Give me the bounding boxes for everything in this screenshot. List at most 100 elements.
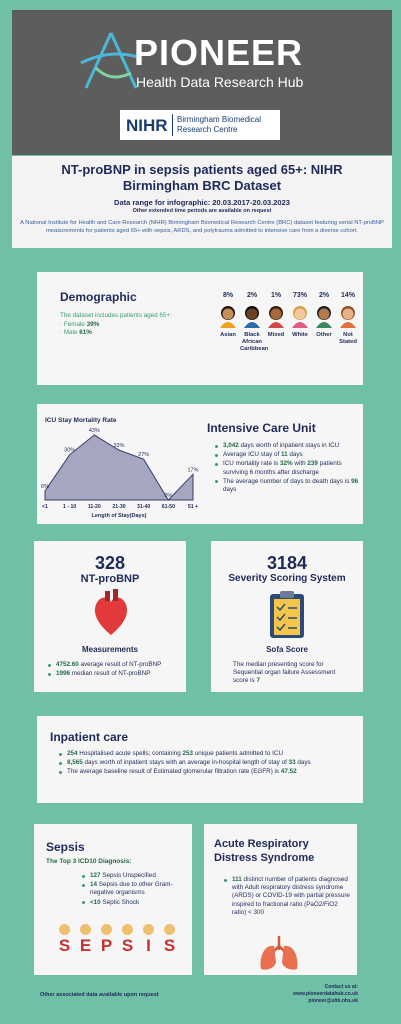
sex-list: · Female 39% · Male 61% <box>60 321 99 337</box>
percent: 2% <box>246 292 258 299</box>
icon-dot <box>122 924 133 935</box>
face <box>318 308 330 320</box>
severity-text: The median presenting score for Sequenti… <box>233 661 348 686</box>
person-icon <box>316 306 332 328</box>
percent: 73% <box>292 292 307 299</box>
sex-item: · Male 61% <box>60 329 99 337</box>
person-icon <box>292 306 308 328</box>
partner-box: NIHR Birmingham Biomedical Research Cent… <box>120 110 280 140</box>
x-tick-label: 61-50 <box>162 504 175 510</box>
contact: Contact us at: www.pioneerdatahub.co.uk … <box>250 984 358 1005</box>
area <box>44 434 194 501</box>
demographic-intro: The dataset includes patients aged 65+: <box>60 312 172 319</box>
highlight: 8,565 <box>67 759 83 767</box>
highlight: 14 <box>90 881 98 889</box>
label: White <box>292 332 308 338</box>
body <box>268 322 284 328</box>
highlight: 1996 <box>56 670 71 678</box>
value-label: 30% <box>64 448 75 454</box>
text: ICU mortality rate is <box>223 460 281 468</box>
body <box>340 322 356 328</box>
count: 3184 <box>266 553 308 573</box>
bullet: <10 Septic Shock <box>82 898 186 907</box>
letter: S <box>121 936 134 955</box>
website: www.pioneerdatahub.co.uk <box>293 991 358 997</box>
text: · Female <box>60 321 87 328</box>
bullet: ICU mortality rate is 32% with 239 patie… <box>215 460 359 476</box>
brand: PIONEER <box>134 32 304 73</box>
heart-icon <box>94 589 128 635</box>
label: Mixed <box>267 332 285 338</box>
icon-dot <box>80 924 91 935</box>
person-icon <box>244 306 260 328</box>
partner-short: NIHR <box>126 116 168 135</box>
person-icon <box>268 306 284 328</box>
text: The average number of days to death days… <box>223 477 352 485</box>
text: The average baseline result of Estimated… <box>67 768 281 776</box>
sex-item: · Female 39% <box>60 321 99 329</box>
x-tick-label: 11-20 <box>88 504 101 510</box>
letter: S <box>58 936 71 955</box>
ntprobnp-bullets: 4752.60 average result of NT-proBNP 1996 … <box>42 661 182 679</box>
highlight: 11 <box>280 451 288 459</box>
highlight: 3,042 <box>223 442 239 449</box>
text: patients surviving 6 months after discha… <box>223 460 342 476</box>
body <box>220 322 236 328</box>
subtitle: Sofa Score <box>266 645 308 654</box>
section-title: Inpatient care <box>50 730 129 744</box>
icon-dot <box>59 924 70 935</box>
text: Hospitalised acute spells; containing <box>77 750 183 757</box>
description: A National Institute for Health and Care… <box>20 220 384 234</box>
face <box>246 308 258 320</box>
face <box>270 308 282 320</box>
count: 328 <box>94 553 126 573</box>
highlight: 32% <box>280 460 293 468</box>
x-tick-label: 51 + <box>188 504 198 510</box>
inpatient-card: Inpatient care 254 Hospitalised acute sp… <box>37 716 363 803</box>
label: Black African Caribbean <box>240 332 269 352</box>
value-label: 43% <box>89 428 100 434</box>
text: The median presenting score for Sequenti… <box>233 661 336 685</box>
person-icon <box>340 306 356 328</box>
logo-icon <box>80 32 142 89</box>
highlight: 254 <box>67 750 78 757</box>
highlight: 33 <box>288 759 296 767</box>
text: days <box>223 486 237 494</box>
x-tick-label: 21-30 <box>112 504 125 510</box>
value-label: 0% <box>164 493 172 499</box>
bullet: The average baseline result of Estimated… <box>59 768 353 776</box>
x-tick-label: 1 - 10 <box>63 504 76 510</box>
mortality-chart: ICU Stay Mortality Rate 6% <1 30% 1 - 10 43% 1… <box>41 417 199 519</box>
section-title: Severity Scoring System <box>228 573 346 584</box>
contact-label: Contact us at: <box>324 984 358 990</box>
person-icon <box>220 306 236 328</box>
body <box>316 322 332 328</box>
text: unique patients admitted to ICU <box>193 750 284 757</box>
icon-dot <box>164 924 175 935</box>
text: Septic Shock <box>100 898 140 906</box>
section-title: Sepsis <box>46 840 85 854</box>
tagline: Health Data Research Hub <box>136 74 304 90</box>
x-axis-title: Length of Stay(Days) <box>91 513 146 519</box>
highlight: 61% <box>79 329 92 336</box>
icon-dot <box>101 924 112 935</box>
text: Average ICU stay of <box>223 451 281 459</box>
face <box>294 308 306 320</box>
percent: 2% <box>318 292 330 299</box>
label: Not Stated <box>339 332 357 345</box>
bullet: 8,565 days worth of inpatient stays with… <box>59 759 353 767</box>
highlight: <10 <box>90 898 101 906</box>
bullet: 111 distinct number of patients diagnose… <box>224 876 350 917</box>
bullet: 14 Sepsis due to other Gram-negative org… <box>82 881 186 897</box>
text: Sepsis Unspecified <box>100 872 156 879</box>
letter: E <box>79 936 92 955</box>
value-label: 27% <box>138 452 149 458</box>
icu-card: ICU Stay Mortality Rate 6% <1 30% 1 - 10 43% 1… <box>37 404 363 524</box>
section-title: NT-proBNP <box>80 573 140 585</box>
section-title: Acute Respiratory Distress Syndrome <box>214 838 315 864</box>
highlight: 111 <box>232 876 242 883</box>
subtitle: Measurements <box>81 645 139 654</box>
severity-card: 3184 Severity Scoring System Sofa Score … <box>211 541 363 692</box>
